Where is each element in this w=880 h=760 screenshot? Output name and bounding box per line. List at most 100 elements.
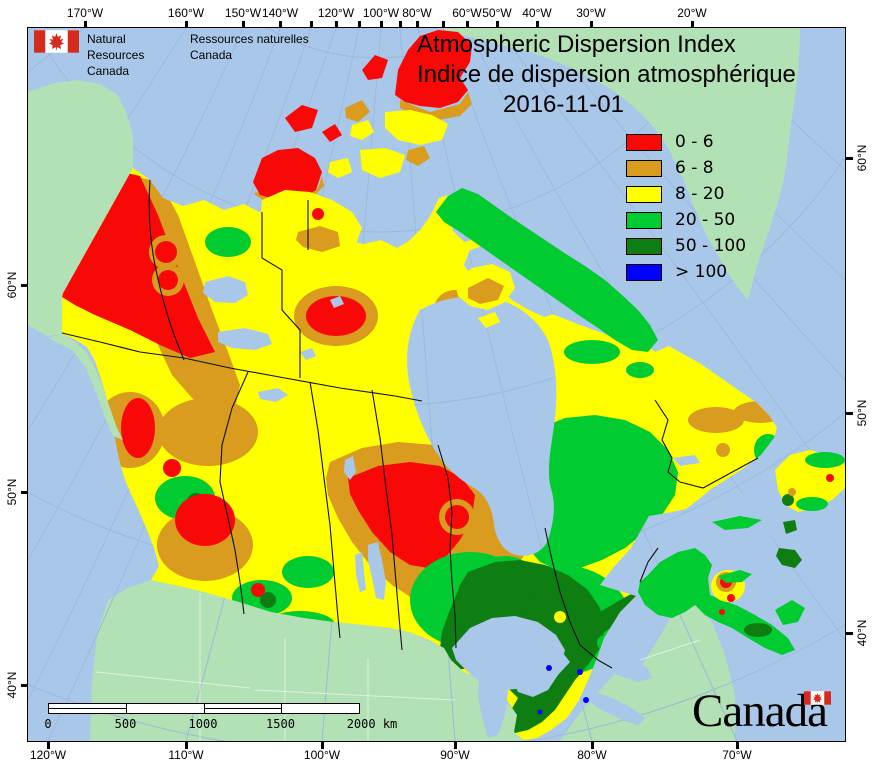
- graticule-label: 110°W: [168, 748, 204, 760]
- greenland: [440, 28, 800, 300]
- cape-breton: [775, 600, 805, 625]
- graticule-label: 170°W: [66, 6, 104, 20]
- canada-wordmark: Canada: [692, 688, 831, 735]
- lake-erie: [585, 690, 645, 726]
- scale-bar-value: 0: [44, 717, 52, 731]
- graticule-tick: [379, 21, 383, 28]
- graticule-tick: [735, 742, 739, 749]
- scale-bar-value: 1000: [188, 717, 218, 731]
- great-slave-lake: [218, 328, 272, 350]
- legend-swatch: [626, 185, 662, 203]
- graticule-tick: [846, 411, 853, 415]
- legend-row: 0 - 6: [626, 129, 746, 155]
- graticule-tick: [278, 21, 282, 28]
- legend-swatch: [626, 133, 662, 151]
- legend-row: 20 - 50: [626, 207, 746, 233]
- arctic-islands: [253, 30, 472, 258]
- graticule-tick: [184, 742, 188, 749]
- scale-bar: 0 500 1000 1500 2000 km: [44, 703, 397, 737]
- legend-row: 6 - 8: [626, 155, 746, 181]
- legend-swatch: [626, 211, 662, 229]
- lake-winnipeg: [368, 542, 386, 600]
- scale-bar-value: 500: [114, 717, 137, 731]
- graticule-tick: [83, 21, 87, 28]
- graticule-tick: [690, 21, 694, 28]
- graticule-label: 60°W: [452, 6, 482, 20]
- legend-row: > 100: [626, 259, 746, 285]
- ellesmere-island: [395, 30, 472, 108]
- legend-swatch: [626, 159, 662, 177]
- nrcan-name-en: Natural Resources Canada: [87, 32, 145, 78]
- banks-island: [253, 148, 322, 200]
- graticule-label: 20°W: [677, 6, 707, 20]
- nrcan-name-fr: Ressources naturelles Canada: [190, 32, 309, 62]
- graticule-tick: [357, 21, 361, 28]
- great-bear-lake: [203, 276, 248, 303]
- legend-swatch: [626, 263, 662, 281]
- us-state-borders: [95, 593, 701, 741]
- title-en: Atmospheric Dispersion Index: [417, 31, 736, 58]
- graticule-label: 90°W: [440, 748, 470, 760]
- title-date: 2016-11-01: [503, 91, 624, 118]
- graticule-tick: [465, 21, 469, 28]
- graticule-label: 50°N: [855, 399, 869, 427]
- adi-over-100-specks: [537, 665, 589, 715]
- graticule-tick: [415, 21, 419, 28]
- legend-label: 20 - 50: [675, 210, 736, 230]
- graticule-tick: [309, 21, 313, 28]
- graticule-label: 30°W: [576, 6, 606, 20]
- lake-huron: [510, 640, 570, 697]
- nrcan-logo: Natural Resources Canada Ressources natur…: [34, 30, 309, 79]
- graticule-label: 40°W: [522, 6, 552, 20]
- scale-bar-segments: [48, 703, 360, 714]
- graticule-tick: [398, 21, 402, 28]
- graticule-label: 100°W: [362, 6, 400, 20]
- anticosti: [712, 516, 762, 530]
- graticule-tick: [441, 21, 445, 28]
- scale-bar-value: 2000 km: [346, 717, 398, 731]
- graticule-label: 100°W: [303, 748, 341, 760]
- title-fr: Indice de dispersion atmosphérique: [417, 61, 796, 88]
- graticule-label: 120°W: [29, 748, 67, 760]
- graticule-tick: [589, 21, 593, 28]
- legend-row: 50 - 100: [626, 233, 746, 259]
- alaska-panhandle: [48, 334, 123, 440]
- graticule-tick: [590, 742, 594, 749]
- usa: [90, 580, 735, 741]
- graticule-label: 160°W: [167, 6, 205, 20]
- graticule-tick: [320, 742, 324, 749]
- graticule-label: 140°W: [261, 6, 299, 20]
- graticule-label: 150°W: [224, 6, 262, 20]
- graticule-label: 50°W: [482, 6, 512, 20]
- canada-flag-icon: [34, 30, 79, 53]
- scale-bar-value: 1500: [266, 717, 295, 731]
- adi-legend: 0 - 6 6 - 8 8 - 20 20 - 50 50 - 100 > 100: [626, 129, 746, 285]
- graticule-label: 70°W: [722, 748, 752, 760]
- graticule-label: 120°W: [317, 6, 355, 20]
- graticule-label: 60°N: [855, 144, 869, 172]
- graticule-tick: [846, 631, 853, 635]
- atlantic-islands: [436, 188, 845, 655]
- graticule-label: 60°N: [5, 271, 19, 299]
- legend-label: 50 - 100: [675, 236, 747, 256]
- foreign-land: [28, 28, 800, 741]
- graticule-tick: [453, 742, 457, 749]
- legend-label: 0 - 6: [675, 132, 714, 152]
- graticule-label: 80°W: [402, 6, 432, 20]
- graticule-tick: [495, 21, 499, 28]
- graticule-tick: [184, 21, 188, 28]
- graticule-label: 40°N: [5, 671, 19, 699]
- graticule-tick: [241, 21, 245, 28]
- baffin-island: [436, 188, 658, 352]
- graticule-tick: [334, 21, 338, 28]
- graticule-tick: [846, 156, 853, 160]
- legend-label: > 100: [675, 262, 728, 282]
- graticule-tick: [21, 283, 28, 287]
- pei: [718, 570, 752, 583]
- graticule-tick: [21, 683, 28, 687]
- graticule-tick: [46, 742, 50, 749]
- lake-michigan: [478, 662, 508, 738]
- legend-row: 8 - 20: [626, 181, 746, 207]
- graticule-label: 50°N: [5, 478, 19, 506]
